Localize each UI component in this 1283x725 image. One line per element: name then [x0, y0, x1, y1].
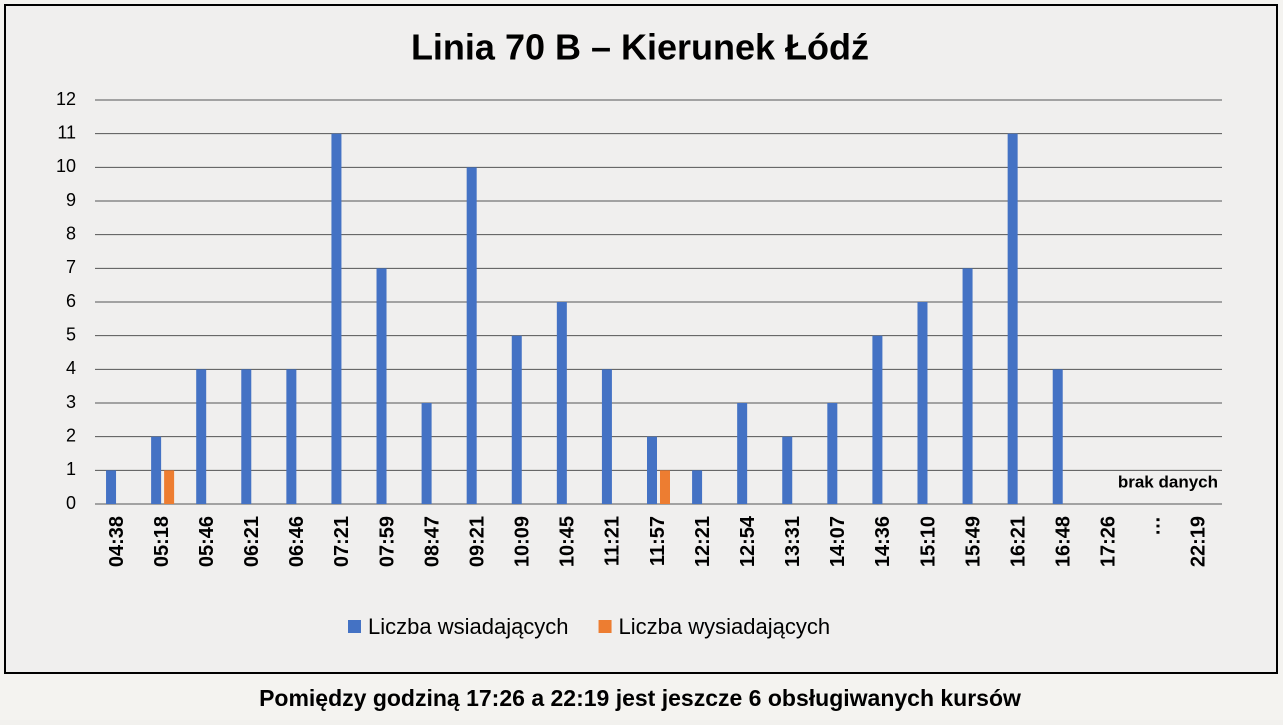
x-tick-label: 14:36	[872, 516, 894, 567]
x-tick-label: 06:46	[286, 516, 308, 567]
bar	[422, 403, 432, 504]
x-tick-label: 16:48	[1053, 516, 1075, 567]
bar	[917, 302, 927, 504]
legend-swatch	[599, 620, 612, 633]
chart-frame	[5, 5, 1277, 673]
bar	[557, 302, 567, 504]
bar	[164, 470, 174, 504]
legend-swatch	[348, 620, 361, 633]
x-tick-label: …	[1143, 516, 1165, 536]
x-tick-label: 17:26	[1098, 516, 1120, 567]
x-tick-label: 11:21	[602, 516, 624, 566]
y-tick-label: 3	[66, 392, 76, 412]
x-tick-label: 09:21	[466, 516, 488, 567]
y-tick-label: 10	[56, 156, 76, 176]
x-tick-label: 12:21	[692, 516, 714, 567]
x-tick-label: 05:18	[151, 516, 173, 567]
x-tick-label: 11:57	[647, 516, 669, 566]
x-tick-label: 07:59	[376, 516, 398, 567]
bar	[1008, 134, 1018, 504]
bar	[286, 369, 296, 504]
bar	[1053, 369, 1063, 504]
y-tick-label: 6	[66, 291, 76, 311]
y-tick-label: 7	[66, 257, 76, 277]
slide: Linia 70 B – Kierunek Łódź brak danych P…	[0, 0, 1283, 720]
bar	[602, 369, 612, 504]
x-tick-label: 12:54	[737, 515, 759, 567]
x-tick-label: 15:10	[917, 516, 939, 567]
bar	[331, 134, 341, 504]
x-tick-label: 13:31	[782, 516, 804, 567]
annotation: brak danych	[1118, 472, 1218, 491]
bar	[827, 403, 837, 504]
x-tick-label: 10:09	[512, 516, 534, 567]
bar	[782, 437, 792, 504]
bar	[872, 336, 882, 504]
y-tick-label: 5	[66, 324, 76, 344]
y-tick-label: 1	[66, 459, 76, 479]
bar	[737, 403, 747, 504]
x-tick-label: 14:07	[827, 516, 849, 567]
page: {"chart_data": {"type": "bar", "title": …	[0, 0, 1283, 720]
legend-label: Liczba wysiadających	[619, 614, 831, 639]
y-tick-label: 4	[66, 358, 76, 378]
bar	[106, 470, 116, 504]
x-tick-label: 07:21	[331, 516, 353, 567]
bar	[660, 470, 670, 504]
legend-label: Liczba wsiadających	[368, 614, 569, 639]
x-tick-label: 10:45	[557, 516, 579, 567]
x-tick-label: 04:38	[106, 516, 128, 567]
x-tick-label: 06:21	[241, 516, 263, 567]
y-tick-label: 11	[57, 122, 76, 142]
bar	[692, 470, 702, 504]
x-tick-label: 08:47	[421, 516, 443, 567]
y-tick-label: 9	[66, 190, 76, 210]
chart-title: Linia 70 B – Kierunek Łódź	[411, 27, 869, 68]
bar	[377, 268, 387, 504]
bar	[467, 167, 477, 504]
x-tick-label: 05:46	[196, 516, 218, 567]
bar	[963, 268, 973, 504]
y-tick-label: 0	[66, 493, 76, 513]
y-tick-label: 2	[66, 425, 76, 445]
x-tick-label: 16:21	[1007, 516, 1029, 567]
x-tick-label: 22:19	[1188, 516, 1210, 567]
bar	[151, 437, 161, 504]
bar	[512, 336, 522, 504]
footer-text: Pomiędzy godziną 17:26 a 22:19 jest jesz…	[259, 685, 1021, 711]
x-tick-label: 15:49	[962, 516, 984, 567]
bar	[196, 369, 206, 504]
y-tick-label: 12	[56, 89, 76, 109]
y-tick-label: 8	[66, 223, 76, 243]
bar	[241, 369, 251, 504]
bar	[647, 437, 657, 504]
